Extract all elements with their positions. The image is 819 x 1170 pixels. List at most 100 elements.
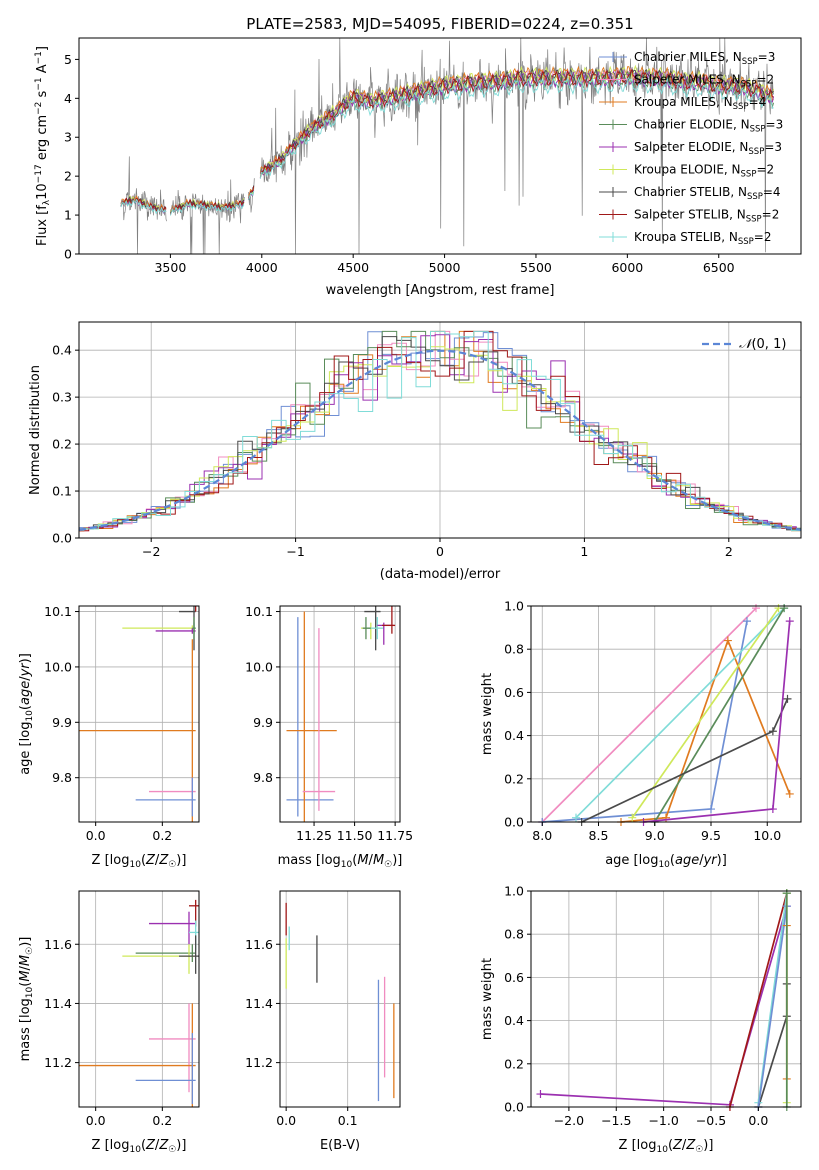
model-kroupa-elodie-n-ssp-2: [120, 64, 775, 213]
residual-xlabel: (data-model)/error: [380, 567, 501, 582]
weight-marker: [783, 694, 792, 703]
age-vs-z-ylabel: age [log10(age/yr)]: [18, 653, 35, 775]
weight-marker: [743, 617, 751, 626]
y-tick-label: 0.8: [504, 642, 524, 657]
histogram-chabrier-elodie-n-ssp-3: [79, 330, 801, 530]
y-tick-label: 0.3: [52, 390, 72, 405]
x-tick-label: −0.5: [696, 1113, 726, 1128]
y-tick-label: 11.4: [245, 996, 273, 1011]
x-tick-label: 9.0: [645, 828, 665, 843]
x-tick-label: 0.0: [276, 1113, 296, 1128]
errorbar-salpeter-elodie: [149, 911, 196, 945]
residual-ylabel: Normed distribution: [28, 365, 43, 495]
weight-marker: [707, 805, 715, 814]
y-tick-label: 10.0: [44, 659, 72, 674]
y-tick-label: 9.8: [52, 770, 72, 785]
y-tick-label: 10.1: [44, 604, 72, 619]
errorbar-salpeter-miles: [302, 628, 336, 811]
x-tick-label: 3500: [154, 260, 186, 275]
x-tick-label: 11.75: [377, 828, 413, 843]
errorbar-kroupa-miles: [286, 611, 337, 822]
histogram-chabrier-stelib-n-ssp-4: [79, 336, 801, 531]
errorbar-salpeter-miles: [149, 1003, 196, 1093]
mass-vs-z-frame: [78, 890, 200, 1108]
errorbar-salpeter-stelib: [195, 606, 197, 612]
x-tick-label: 10.0: [753, 828, 781, 843]
residual-panel: −2 −1 0 1 2 0.0 0.1 0.2 0.3 0.4 (data-model)/erro…: [28, 321, 802, 582]
y-tick-label: 9.9: [253, 715, 273, 730]
y-tick-label: 0.4: [504, 728, 524, 743]
y-tick-label: 1.0: [504, 884, 524, 899]
weight-line: [541, 607, 757, 823]
age-vs-mass-xlabel: mass [log10(M/M☉)]: [278, 853, 403, 870]
errorbar-chabrier-stelib: [179, 935, 199, 974]
model-chabrier-stelib-n-ssp-4: [120, 66, 774, 214]
x-tick-label: 0.2: [152, 828, 172, 843]
y-tick-label: 0.8: [504, 927, 524, 942]
x-tick-label: 0: [436, 544, 444, 559]
y-tick-label: 0.4: [52, 343, 72, 358]
weight-marker: [768, 727, 777, 736]
age-vs-mass-panel: 11.25 11.50 11.75 9.8 9.9 10.0 10.1 mass [log1…: [245, 604, 413, 870]
model-salpeter-stelib-n-ssp-2: [120, 69, 774, 215]
y-tick-label: 0.2: [504, 1056, 524, 1071]
age-vs-z-frame: [78, 605, 200, 823]
x-tick-label: 5000: [429, 260, 461, 275]
spectrum-legend: Chabrier MILES, NSSP=3 Salpeter MILES, NS…: [599, 50, 783, 247]
weight-marker: [785, 617, 794, 626]
x-tick-label: 5500: [520, 260, 552, 275]
x-tick-label: −1: [286, 544, 304, 559]
x-tick-label: 6500: [703, 260, 735, 275]
x-tick-label: 11.25: [296, 828, 332, 843]
residual-ticks: −2 −1 0 1 2 0.0 0.1 0.2 0.3 0.4: [52, 343, 733, 559]
residual-histograms: [78, 330, 802, 532]
errorbar-chabrier-elodie: [362, 617, 371, 640]
x-tick-label: −1.0: [648, 1113, 678, 1128]
age-vs-mass-points: [286, 606, 396, 822]
legend-label-kroupa-elodie-n-ssp-2: Kroupa ELODIE, NSSP=2: [634, 163, 774, 180]
weight-line: [757, 905, 788, 1108]
weight-vs-age-ylabel: mass weight: [480, 673, 495, 755]
weight-vs-age-lines: [538, 604, 794, 826]
mass-vs-ebv-panel: 0.0 0.1 11.2 11.4 11.6 E(B-V): [245, 890, 401, 1153]
errorbar-salpeter-elodie: [155, 628, 196, 634]
weight-vs-age-frame: [530, 605, 802, 823]
errorbar-chabrier-stelib: [364, 606, 381, 651]
x-tick-label: 8.0: [532, 828, 552, 843]
weight-vs-age-xlabel: age [log10(age/yr)]: [605, 853, 727, 870]
x-tick-label: 0.0: [86, 828, 106, 843]
errorbar-chabrier-elodie: [192, 617, 196, 640]
spectrum-lines: [79, 37, 775, 255]
y-tick-label: 9.8: [253, 770, 273, 785]
spectrum-title: PLATE=2583, MJD=54095, FIBERID=0224, z=0…: [246, 15, 633, 33]
age-vs-z-xlabel: Z [log10(Z/Z☉)]: [92, 853, 187, 870]
y-tick-label: 0.6: [504, 685, 524, 700]
weight-marker: [572, 813, 580, 822]
x-tick-label: −2.0: [554, 1113, 584, 1128]
errorbar-salpeter-stelib: [382, 606, 396, 634]
weight-marker: [780, 604, 789, 613]
y-tick-label: 5: [64, 52, 72, 67]
histogram-salpeter-elodie-n-ssp-3: [79, 334, 801, 531]
mass-vs-ebv-xlabel: E(B-V): [320, 1138, 360, 1153]
mass-vs-z-panel: 0.0 0.2 11.2 11.4 11.6 Z [log10(Z/Z☉)] mass …: [18, 890, 200, 1155]
x-tick-label: 6000: [611, 260, 643, 275]
weight-marker: [782, 889, 791, 898]
mass-vs-z-xlabel: Z [log10(Z/Z☉)]: [92, 1138, 187, 1155]
y-tick-label: 0.1: [52, 484, 72, 499]
y-tick-label: 11.6: [245, 937, 273, 952]
errorbar-chabrier-miles: [135, 777, 196, 817]
x-tick-label: 0.2: [152, 1113, 172, 1128]
spectrum-xlabel: wavelength [Angstrom, rest frame]: [326, 283, 555, 298]
weight-marker: [752, 604, 760, 613]
y-tick-label: 11.6: [44, 937, 72, 952]
weight-marker: [723, 636, 732, 645]
errorbar-chabrier-elodie: [135, 944, 196, 963]
normal-legend-label: 𝒩(0, 1): [739, 337, 786, 352]
weight-marker: [628, 813, 637, 822]
mass-vs-ebv-frame: [279, 890, 401, 1108]
age-vs-mass-frame: [279, 605, 401, 823]
legend-label-salpeter-stelib-n-ssp-2: Salpeter STELIB, NSSP=2: [634, 208, 779, 225]
x-tick-label: 9.5: [701, 828, 721, 843]
weight-vs-age-panel: 8.0 8.5 9.0 9.5 10.0 0.0 0.2 0.4 0.6 0.8 1.0 age […: [480, 599, 802, 870]
